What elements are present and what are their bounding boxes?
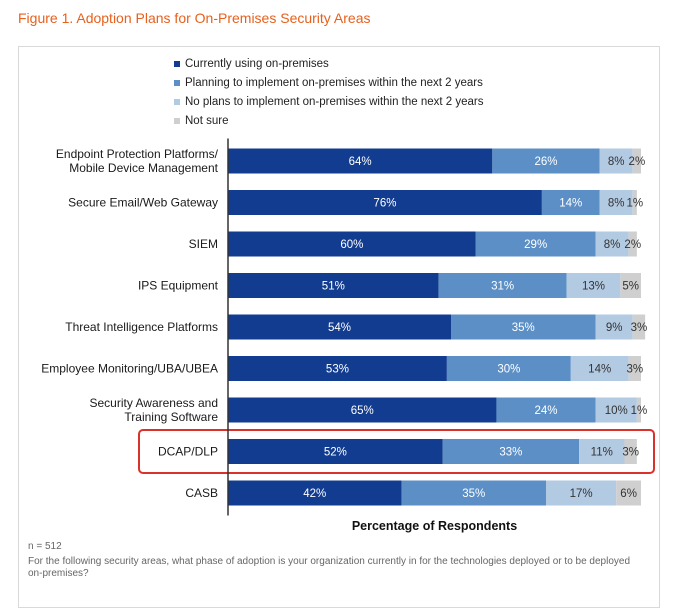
- bar-segment: [624, 439, 637, 464]
- data-label: 1%: [626, 198, 643, 210]
- bar-segment: [496, 397, 596, 423]
- data-label: 42%: [303, 488, 326, 500]
- bar-segment: [446, 356, 571, 381]
- data-label: 76%: [373, 198, 396, 210]
- data-label: 30%: [497, 364, 520, 376]
- bar-segment: [228, 397, 497, 423]
- bar-segment: [595, 397, 637, 423]
- bar-segment: [628, 356, 641, 381]
- data-label: 2%: [629, 156, 646, 168]
- bar-segment: [228, 480, 402, 506]
- data-label: 64%: [349, 156, 372, 168]
- bar-segment: [451, 314, 596, 340]
- bar-segment: [599, 148, 633, 174]
- data-label: 3%: [631, 322, 648, 334]
- bar-segment: [228, 356, 447, 381]
- category-label: IPS Equipment: [138, 279, 219, 293]
- sample-size-note: n = 512: [28, 541, 62, 552]
- bar-segment: [541, 190, 600, 215]
- bar-segment: [401, 480, 547, 506]
- legend-label: Not sure: [185, 115, 228, 127]
- legend-swatch: [174, 118, 180, 124]
- bar-segment: [475, 231, 596, 257]
- category-label: Training Software: [124, 410, 218, 424]
- bar-segment: [438, 273, 567, 298]
- bar-segment: [628, 231, 637, 257]
- data-label: 54%: [328, 322, 351, 334]
- data-label: 8%: [608, 198, 625, 210]
- bar-segment: [620, 273, 641, 298]
- data-label: 5%: [622, 281, 639, 293]
- legend-swatch: [174, 99, 180, 105]
- data-label: 51%: [322, 281, 345, 293]
- bar-segment: [228, 231, 476, 257]
- data-label: 6%: [620, 488, 637, 500]
- data-label: 60%: [340, 239, 363, 251]
- bar-segment: [595, 314, 633, 340]
- data-label: 52%: [324, 447, 347, 459]
- data-label: 35%: [462, 488, 485, 500]
- legend-swatch: [174, 61, 180, 67]
- data-label: 31%: [491, 281, 514, 293]
- data-label: 13%: [582, 281, 605, 293]
- data-label: 3%: [622, 447, 639, 459]
- data-label: 11%: [591, 447, 613, 459]
- data-label: 53%: [326, 364, 349, 376]
- bar-segment: [228, 148, 493, 174]
- bar-segment: [228, 314, 452, 340]
- highlight-box: [138, 429, 655, 474]
- bar-segment: [492, 148, 600, 174]
- legend-label: Currently using on-premises: [185, 58, 329, 70]
- bar-segment: [599, 190, 633, 215]
- data-label: 14%: [588, 364, 611, 376]
- bar-segment: [595, 231, 629, 257]
- bar-segment: [579, 439, 625, 464]
- bar-segment: [632, 148, 641, 174]
- bar-segment: [632, 314, 646, 340]
- bar-segment: [566, 273, 621, 298]
- data-label: 26%: [534, 156, 557, 168]
- data-label: 33%: [499, 447, 522, 459]
- data-label: 9%: [606, 322, 623, 334]
- category-label: SIEM: [189, 237, 218, 251]
- bar-segment: [616, 480, 641, 506]
- category-label: DCAP/DLP: [158, 445, 218, 459]
- bar-segment: [228, 439, 443, 464]
- data-label: 2%: [624, 239, 641, 251]
- bar-segment: [228, 190, 542, 215]
- bar-segment: [546, 480, 617, 506]
- data-label: 1%: [631, 405, 648, 417]
- legend-swatch: [174, 80, 180, 86]
- category-label: Security Awareness and: [89, 396, 218, 410]
- category-label: Employee Monitoring/UBA/UBEA: [41, 362, 218, 376]
- category-label: Secure Email/Web Gateway: [68, 196, 218, 210]
- bar-segment: [570, 356, 629, 381]
- category-label: Threat Intelligence Platforms: [65, 320, 218, 334]
- category-label: Mobile Device Management: [69, 161, 218, 175]
- data-label: 24%: [534, 405, 557, 417]
- data-label: 3%: [626, 364, 643, 376]
- legend-label: No plans to implement on-premises within…: [185, 96, 484, 108]
- data-label: 14%: [559, 198, 582, 210]
- category-label: Endpoint Protection Platforms/: [56, 147, 219, 161]
- figure-title: Figure 1. Adoption Plans for On-Premises…: [18, 10, 371, 26]
- bar-segment: [228, 273, 439, 298]
- data-label: 8%: [604, 239, 621, 251]
- bar-segment: [632, 190, 637, 215]
- data-label: 10%: [605, 405, 628, 417]
- category-label: CASB: [185, 486, 218, 500]
- survey-question-footnote: For the following security areas, what p…: [28, 556, 631, 579]
- data-label: 35%: [512, 322, 535, 334]
- bar-segment: [442, 439, 580, 464]
- bar-segment: [636, 397, 641, 423]
- x-axis-title: Percentage of Respondents: [352, 519, 517, 533]
- data-label: 17%: [570, 488, 593, 500]
- legend-label: Planning to implement on-premises within…: [185, 77, 483, 89]
- data-label: 65%: [351, 405, 374, 417]
- data-label: 8%: [608, 156, 625, 168]
- data-label: 29%: [524, 239, 547, 251]
